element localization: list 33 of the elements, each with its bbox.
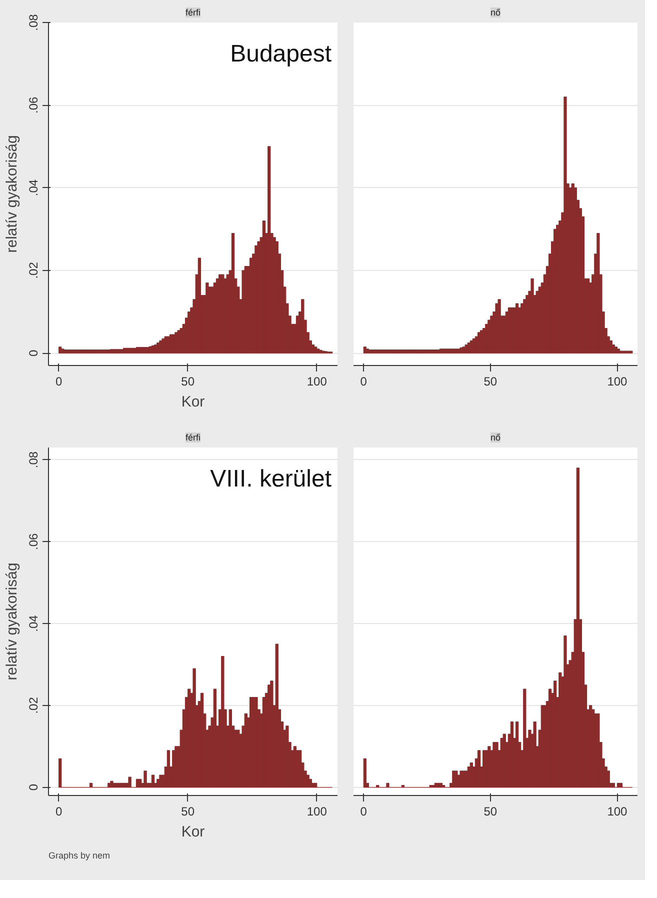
- chart-title: férfi: [186, 8, 201, 18]
- chart-title: férfi: [186, 432, 201, 442]
- y-tick-label: .04: [26, 179, 40, 196]
- y-tick-label: .06: [26, 533, 40, 550]
- x-axis-title: Kor: [181, 824, 205, 840]
- x-tick-label: 0: [55, 804, 62, 818]
- chart-title: nő: [490, 8, 501, 18]
- text: Graphs by nem: [48, 850, 110, 860]
- x-tick-label: 100: [306, 804, 328, 818]
- y-tick-label: 0: [26, 349, 40, 356]
- x-tick-label: 0: [360, 374, 368, 388]
- y-tick-label: 0: [26, 784, 40, 791]
- x-tick-label: 0: [55, 374, 62, 388]
- x-tick-label: 0: [360, 804, 368, 818]
- y-axis-title: relatív gyakoriság: [4, 562, 20, 680]
- x-tick-label: 100: [306, 374, 328, 388]
- text: VIII. kerület: [210, 466, 332, 492]
- y-tick-label: .02: [26, 262, 40, 279]
- y-tick-label: .08: [26, 14, 40, 31]
- y-axis-title: relatív gyakoriság: [4, 135, 20, 253]
- text: Budapest: [230, 40, 332, 68]
- x-tick-label: 50: [484, 804, 498, 818]
- x-tick-label: 100: [607, 804, 628, 818]
- y-tick-label: .08: [26, 451, 40, 468]
- x-tick-label: 50: [181, 374, 195, 388]
- y-tick-label: .06: [26, 96, 40, 114]
- x-axis-title: Kor: [181, 394, 205, 410]
- x-tick-label: 50: [181, 804, 195, 818]
- x-tick-label: 100: [607, 374, 628, 388]
- y-tick-label: .04: [26, 614, 40, 632]
- chart-title: nő: [490, 432, 501, 442]
- y-tick-label: .02: [26, 696, 40, 714]
- x-tick-label: 50: [484, 374, 498, 388]
